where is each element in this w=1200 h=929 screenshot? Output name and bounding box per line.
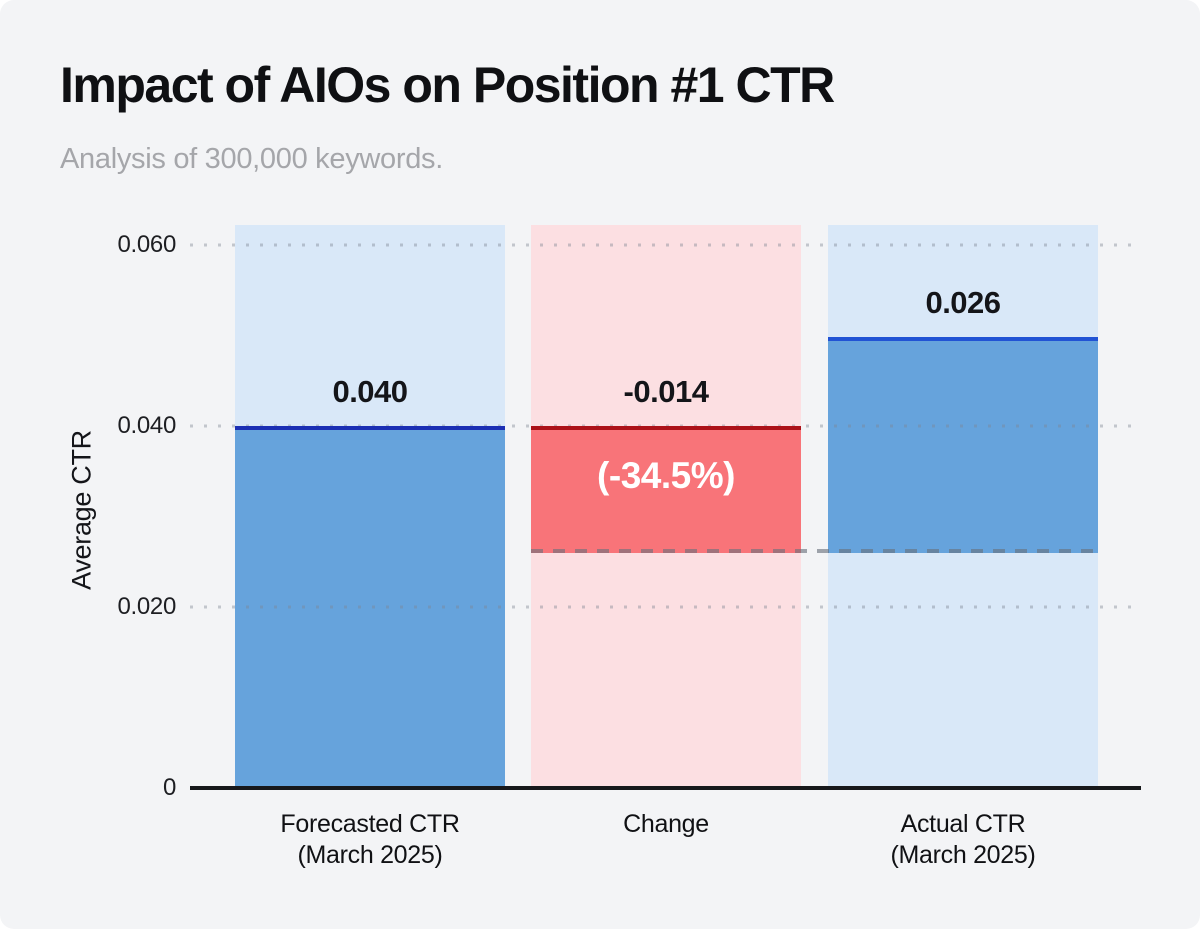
y-tick-label: 0.060 (117, 230, 176, 258)
x-tick-label: Actual CTR (March 2025) (828, 809, 1098, 871)
bar-value-label: -0.014 (623, 373, 709, 409)
bar-top-line (828, 337, 1098, 342)
y-axis-ticks: 0 0.020 0.040 0.060 (0, 225, 176, 801)
x-tick-line: Change (623, 810, 709, 838)
bar-top-line (531, 425, 801, 430)
chart-title: Impact of AIOs on Position #1 CTR (60, 57, 835, 113)
x-tick-label: Forecasted CTR (March 2025) (235, 809, 505, 871)
y-tick-label: 0 (162, 774, 176, 801)
bar-fill (828, 337, 1098, 553)
x-tick-label: Change (531, 809, 801, 840)
bar-fill (235, 425, 505, 788)
bar-top-line (235, 425, 505, 430)
y-tick-label: 0.040 (117, 411, 176, 439)
x-axis-line (190, 786, 1141, 790)
x-tick-line: Actual CTR (900, 810, 1026, 838)
bar-percent-label: (-34.5%) (597, 455, 735, 497)
chart-subtitle: Analysis of 300,000 keywords. (60, 143, 444, 175)
x-tick-line: Forecasted CTR (280, 810, 460, 838)
bar-fill (531, 425, 801, 553)
x-tick-line: (March 2025) (297, 841, 443, 869)
waterfall-connector-dash (531, 548, 1098, 553)
bar-value-label: 0.040 (332, 373, 408, 409)
x-tick-line: (March 2025) (890, 841, 1036, 869)
bar-value-label: 0.026 (925, 285, 1001, 321)
plot-area: 0.040 Forecasted CTR (March 2025) -0.014 (-3… (235, 225, 1098, 869)
y-tick-label: 0.020 (117, 592, 176, 620)
